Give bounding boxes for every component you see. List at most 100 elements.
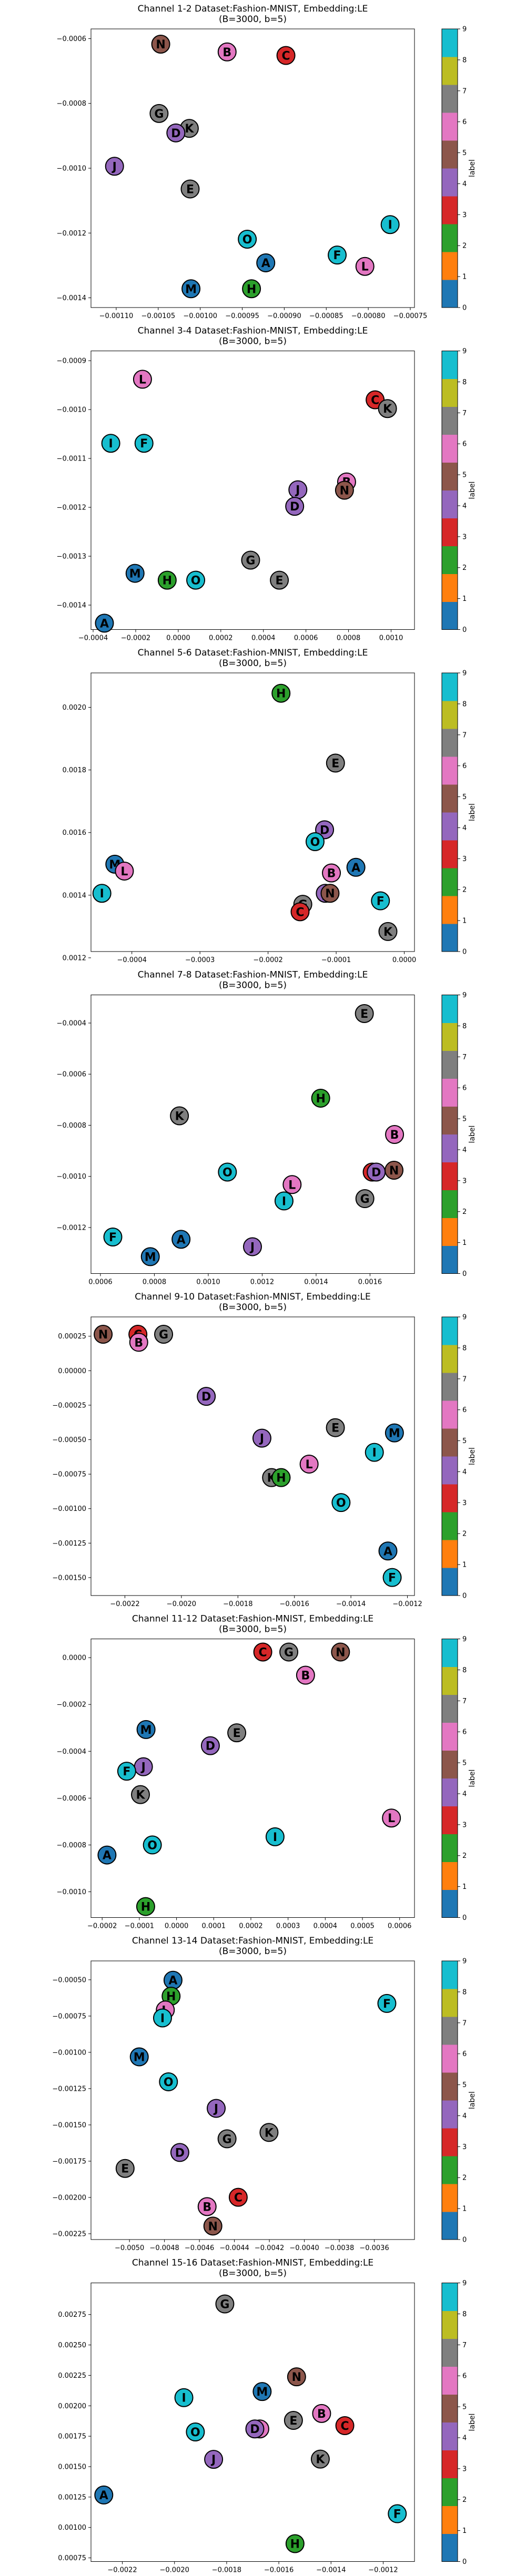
point-label: O — [147, 1839, 157, 1852]
point-marker — [310, 2449, 330, 2469]
scatter-point-B: B — [322, 863, 341, 883]
point-marker — [149, 104, 169, 123]
y-tick-label: 0.00100 — [58, 2524, 86, 2532]
colorbar-tick-label: 4 — [462, 824, 467, 832]
point-label: D — [250, 2423, 259, 2436]
point-marker — [125, 564, 145, 583]
y-tick-label: 0.00250 — [58, 2342, 86, 2349]
colorbar-label: label — [468, 1447, 477, 1465]
colorbar-segment — [442, 1722, 458, 1751]
colorbar-segment — [442, 2128, 458, 2156]
colorbar-tick-label: 2 — [462, 1208, 467, 1216]
scatter-point-F: F — [382, 1568, 402, 1587]
colorbar-tick-label: 1 — [462, 917, 467, 925]
y-tick-label: 0.00225 — [58, 2372, 86, 2380]
scatter-point-M: M — [136, 1720, 156, 1739]
chart-title-line: (B=3000, b=5) — [219, 658, 287, 669]
scatter-point-M: M — [385, 1423, 404, 1443]
point-label: L — [361, 261, 369, 274]
point-label: A — [99, 2489, 108, 2502]
point-label: K — [316, 2454, 325, 2467]
point-label: A — [103, 1849, 112, 1863]
point-label: G — [246, 554, 255, 567]
point-marker — [92, 884, 112, 903]
colorbar-tick-label: 5 — [462, 2404, 467, 2411]
point-label: A — [261, 257, 270, 270]
scatter-point-A: A — [95, 614, 114, 633]
colorbar-segment — [442, 1245, 458, 1274]
point-marker — [285, 2534, 305, 2553]
colorbar-frame — [441, 672, 458, 952]
scatter-point-H: H — [311, 1088, 330, 1108]
point-marker — [94, 1325, 113, 1344]
point-marker — [276, 46, 296, 65]
colorbar-segment — [442, 1023, 458, 1051]
scatter-point-B: B — [296, 1665, 315, 1685]
point-marker — [115, 861, 134, 881]
x-tick-label: 0.0000 — [165, 1923, 189, 1930]
point-label: F — [333, 249, 341, 262]
point-label: G — [222, 2133, 232, 2146]
colorbar-segment — [442, 2478, 458, 2506]
scatter-point-D: D — [166, 123, 186, 142]
colorbar-segment — [442, 1190, 458, 1218]
colorbar-tick-label: 1 — [462, 1561, 467, 1569]
point-marker — [134, 434, 154, 453]
scatter-point-F: F — [103, 1227, 123, 1246]
point-label: M — [389, 1427, 400, 1440]
scatter-point-N: N — [151, 34, 170, 54]
chart-panel-6: Channel 11-12 Dataset:Fashion-MNIST, Emb… — [57, 1614, 477, 1930]
point-marker — [378, 1541, 398, 1561]
scatter-point-E: E — [326, 1418, 345, 1437]
point-marker — [105, 157, 124, 176]
colorbar-tick-label: 7 — [462, 2342, 467, 2349]
colorbar-segment — [442, 1639, 458, 1667]
scatter-point-G: G — [215, 2294, 235, 2314]
colorbar-tick-label: 2 — [462, 1852, 467, 1860]
colorbar-tick-label: 9 — [462, 2279, 467, 2287]
scatter-point-I: I — [274, 1191, 294, 1211]
colorbar-segment — [442, 1667, 458, 1695]
scatter-point-D: D — [170, 2143, 189, 2162]
point-marker — [242, 279, 261, 299]
y-tick-label: −0.0008 — [57, 100, 86, 108]
point-marker — [180, 179, 200, 199]
y-tick-label: −0.00150 — [52, 1574, 86, 1582]
point-marker — [186, 2422, 205, 2442]
point-marker — [259, 2123, 279, 2142]
colorbar-label: label — [468, 1126, 477, 1143]
colorbar-segment — [442, 840, 458, 868]
point-marker — [242, 1237, 262, 1256]
colorbar-tick-label: 4 — [462, 180, 467, 188]
y-tick-label: 0.00075 — [58, 2554, 86, 2562]
colorbar-segment — [442, 2506, 458, 2534]
point-label: B — [390, 1129, 399, 1142]
colorbar-segment — [442, 1778, 458, 1806]
y-tick-label: 0.0014 — [63, 892, 87, 899]
x-tick-label: −0.0048 — [149, 2244, 179, 2252]
point-label: M — [256, 2386, 268, 2399]
point-label: H — [163, 575, 172, 588]
scatter-point-B: B — [217, 42, 237, 62]
point-marker — [385, 1125, 404, 1144]
y-tick-label: 0.00150 — [58, 2463, 86, 2471]
point-label: O — [336, 1497, 346, 1510]
scatter-point-M: M — [181, 279, 201, 299]
point-marker — [331, 1493, 351, 1512]
colorbar-tick-label: 8 — [462, 1988, 467, 1996]
colorbar-segment — [442, 729, 458, 757]
scatter-point-F: F — [388, 2504, 407, 2523]
point-marker — [299, 1454, 319, 1474]
chart-panel-2: Channel 3-4 Dataset:Fashion-MNIST, Embed… — [57, 326, 477, 642]
x-tick-label: 0.0004 — [313, 1923, 338, 1930]
colorbar-tick-label: 6 — [462, 441, 467, 448]
y-tick-label: 0.00275 — [58, 2311, 86, 2319]
point-marker — [129, 1333, 148, 1352]
scatter-point-J: J — [105, 157, 124, 176]
point-label: N — [336, 1646, 345, 1659]
colorbar-segment — [442, 757, 458, 785]
x-tick-label: −0.0002 — [121, 635, 150, 642]
scatter-point-C: C — [335, 2416, 355, 2435]
point-label: M — [145, 1251, 156, 1264]
colorbar-tick-label: 8 — [462, 379, 467, 386]
